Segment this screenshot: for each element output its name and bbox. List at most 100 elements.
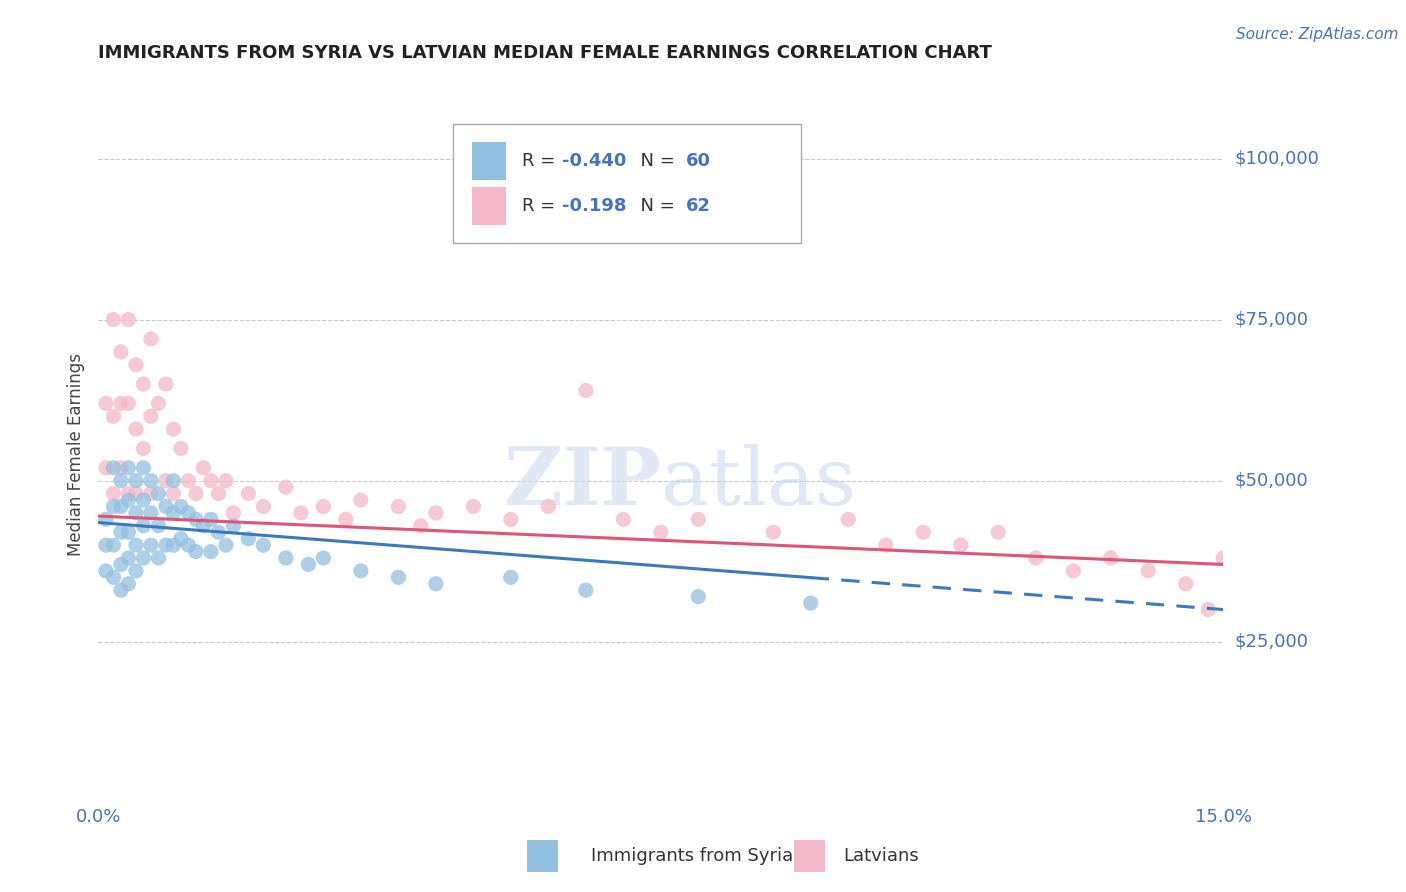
Point (110, 396, 132, 410)
Point (1099, 551, 1122, 566)
Point (94, 512, 117, 526)
Point (148, 486, 170, 500)
Point (350, 493, 373, 508)
Text: 60: 60 (686, 153, 710, 170)
Point (162, 538, 184, 552)
Point (125, 474, 148, 488)
Text: $75,000: $75,000 (1234, 310, 1309, 328)
Point (125, 486, 148, 500)
Point (1062, 564, 1084, 578)
Point (499, 570, 522, 584)
Point (875, 538, 897, 552)
Point (193, 460, 215, 475)
Point (222, 506, 245, 520)
Point (94, 396, 117, 410)
Point (103, 460, 125, 475)
Point (200, 512, 222, 526)
Text: atlas: atlas (661, 443, 856, 522)
Text: 62: 62 (686, 197, 710, 215)
Point (155, 500, 177, 514)
Point (184, 512, 207, 526)
Point (117, 551, 139, 566)
Point (688, 590, 710, 604)
Point (312, 551, 335, 566)
Point (132, 518, 155, 533)
Point (162, 506, 184, 520)
Point (463, 500, 485, 514)
Point (162, 474, 184, 488)
Point (800, 596, 823, 610)
Point (177, 538, 200, 552)
Point (110, 460, 132, 475)
Point (103, 312, 125, 326)
Point (139, 332, 162, 346)
Point (132, 493, 155, 508)
Text: -0.198: -0.198 (562, 197, 626, 215)
Point (350, 564, 373, 578)
Point (170, 532, 193, 546)
Point (537, 500, 560, 514)
Point (987, 525, 1010, 540)
Point (207, 525, 229, 540)
Point (207, 486, 229, 500)
Y-axis label: Median Female Earnings: Median Female Earnings (66, 353, 84, 557)
Text: $25,000: $25,000 (1234, 632, 1309, 651)
Point (252, 500, 274, 514)
Point (103, 500, 125, 514)
Point (125, 506, 148, 520)
Text: N =: N = (630, 153, 681, 170)
Point (148, 396, 170, 410)
Point (1025, 551, 1047, 566)
Text: -0.440: -0.440 (562, 153, 626, 170)
Point (193, 518, 215, 533)
Point (110, 558, 132, 572)
Point (125, 538, 148, 552)
Point (132, 551, 155, 566)
Point (125, 564, 148, 578)
Point (139, 538, 162, 552)
Point (1197, 602, 1219, 616)
Point (139, 486, 162, 500)
Text: R =: R = (523, 153, 561, 170)
Point (110, 500, 132, 514)
Point (215, 474, 238, 488)
Point (409, 518, 432, 533)
Point (238, 532, 260, 546)
Point (387, 500, 409, 514)
Point (94, 564, 117, 578)
Point (110, 344, 132, 359)
Point (103, 570, 125, 584)
Point (297, 558, 319, 572)
Point (177, 474, 200, 488)
Point (1174, 576, 1197, 591)
Text: ZIP: ZIP (503, 443, 661, 522)
Point (103, 409, 125, 424)
Point (949, 538, 972, 552)
Point (139, 474, 162, 488)
Point (117, 525, 139, 540)
Point (117, 460, 139, 475)
Point (117, 486, 139, 500)
Point (1212, 551, 1234, 566)
Point (148, 551, 170, 566)
Point (103, 538, 125, 552)
Point (110, 525, 132, 540)
Point (575, 384, 598, 398)
Text: R =: R = (523, 197, 567, 215)
Text: N =: N = (630, 197, 681, 215)
Point (650, 525, 672, 540)
Point (184, 486, 207, 500)
Text: Source: ZipAtlas.com: Source: ZipAtlas.com (1236, 27, 1399, 42)
Point (837, 512, 859, 526)
Bar (472, 142, 506, 180)
Point (162, 422, 184, 436)
Point (215, 538, 238, 552)
Text: $100,000: $100,000 (1234, 150, 1319, 168)
Point (177, 506, 200, 520)
Text: Immigrants from Syria: Immigrants from Syria (591, 847, 793, 865)
Point (117, 576, 139, 591)
Point (252, 538, 274, 552)
Point (499, 512, 522, 526)
Point (425, 576, 447, 591)
Point (148, 518, 170, 533)
